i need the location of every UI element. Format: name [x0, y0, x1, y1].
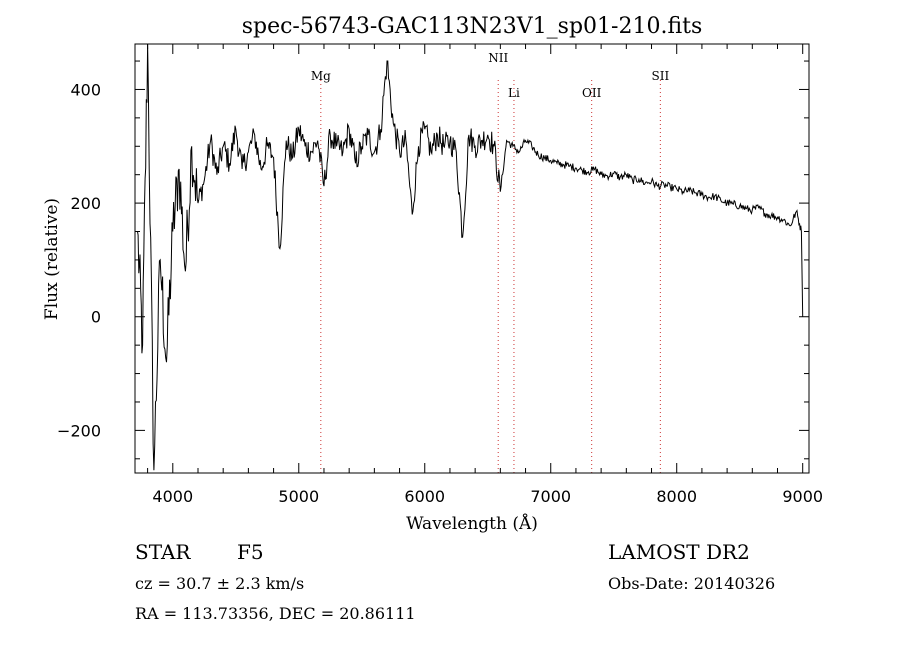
y-axis-label: Flux (relative) [42, 198, 62, 320]
x-tick-label: 4000 [152, 487, 193, 506]
observation-date: Obs-Date: 20140326 [608, 574, 776, 593]
spectral-line-label: OII [582, 86, 602, 100]
x-tick-label: 9000 [782, 487, 823, 506]
coordinates: RA = 113.73356, DEC = 20.86111 [135, 604, 416, 623]
x-axis-label: Wavelength (Å) [406, 513, 538, 534]
redshift-velocity: cz = 30.7 ± 2.3 km/s [135, 574, 305, 593]
x-tick-label: 8000 [656, 487, 697, 506]
spectral-line-label: SII [651, 69, 669, 83]
survey-name: LAMOST DR2 [608, 540, 750, 564]
x-tick-label: 6000 [404, 487, 445, 506]
y-tick-label: 200 [70, 194, 101, 213]
x-tick-label: 7000 [530, 487, 571, 506]
spectral-line-label: Li [508, 86, 520, 100]
object-type: STAR [135, 540, 191, 564]
y-tick-label: 0 [91, 308, 101, 327]
y-tick-label: 400 [70, 80, 101, 99]
spectral-line-label: NII [488, 51, 508, 65]
x-tick-label: 5000 [278, 487, 319, 506]
chart-title: spec-56743-GAC113N23V1_sp01-210.fits [242, 14, 703, 39]
spectral-line-label: Mg [311, 69, 331, 83]
spectral-class: F5 [237, 540, 264, 564]
plot-frame [134, 43, 810, 474]
spectrum-line [137, 43, 804, 471]
y-tick-label: −200 [57, 421, 101, 440]
